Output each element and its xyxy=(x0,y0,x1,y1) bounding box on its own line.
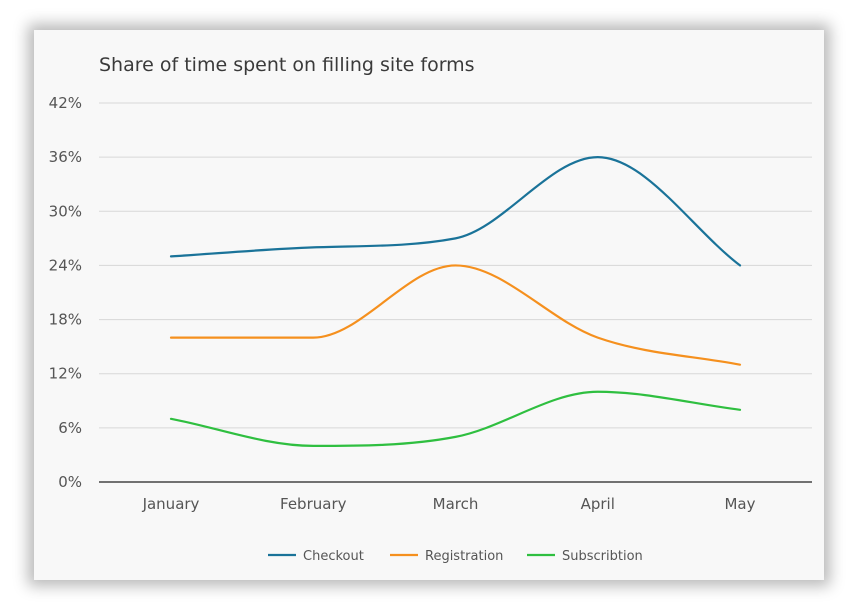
y-tick-label: 42% xyxy=(49,94,82,112)
legend-label-subscribtion: Subscribtion xyxy=(562,549,643,564)
y-tick-label: 18% xyxy=(49,311,82,329)
y-tick-label: 36% xyxy=(49,148,82,166)
legend: Checkout Registration Subscribtion xyxy=(268,549,643,564)
y-tick-label: 0% xyxy=(58,473,82,491)
series-lines xyxy=(169,156,742,448)
y-tick-label: 12% xyxy=(49,365,82,383)
y-tick-label: 6% xyxy=(58,419,82,437)
chart-title: Share of time spent on filling site form… xyxy=(99,54,475,76)
x-tick-label: March xyxy=(433,495,479,513)
gridlines xyxy=(99,102,812,483)
series-line-checkout xyxy=(169,156,742,267)
legend-label-registration: Registration xyxy=(425,549,503,564)
x-tick-label: May xyxy=(724,495,755,513)
chart-card xyxy=(34,30,824,580)
series-line-registration xyxy=(169,264,742,366)
x-tick-label: January xyxy=(142,495,200,513)
x-axis-ticks: January February March April May xyxy=(142,495,756,513)
x-tick-label: April xyxy=(581,495,615,513)
series-line-subscribtion xyxy=(169,390,742,448)
x-tick-label: February xyxy=(280,495,347,513)
y-tick-label: 24% xyxy=(49,256,82,274)
y-tick-label: 30% xyxy=(49,202,82,220)
legend-label-checkout: Checkout xyxy=(303,549,364,564)
y-axis-ticks: 0% 6% 12% 18% 24% 30% 36% 42% xyxy=(49,94,82,491)
